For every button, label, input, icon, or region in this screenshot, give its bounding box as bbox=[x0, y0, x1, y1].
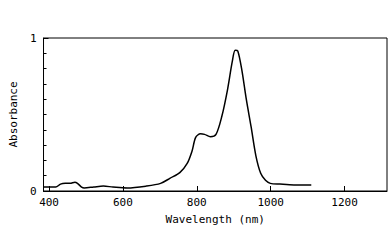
svg-text:400: 400 bbox=[39, 196, 59, 209]
svg-text:1000: 1000 bbox=[257, 196, 284, 209]
svg-text:1: 1 bbox=[30, 32, 37, 45]
svg-text:Absorbance: Absorbance bbox=[7, 81, 20, 147]
svg-text:0: 0 bbox=[30, 185, 37, 198]
svg-text:1200: 1200 bbox=[331, 196, 358, 209]
svg-text:Wavelength (nm): Wavelength (nm) bbox=[166, 213, 265, 226]
svg-text:600: 600 bbox=[113, 196, 133, 209]
svg-text:800: 800 bbox=[187, 196, 207, 209]
